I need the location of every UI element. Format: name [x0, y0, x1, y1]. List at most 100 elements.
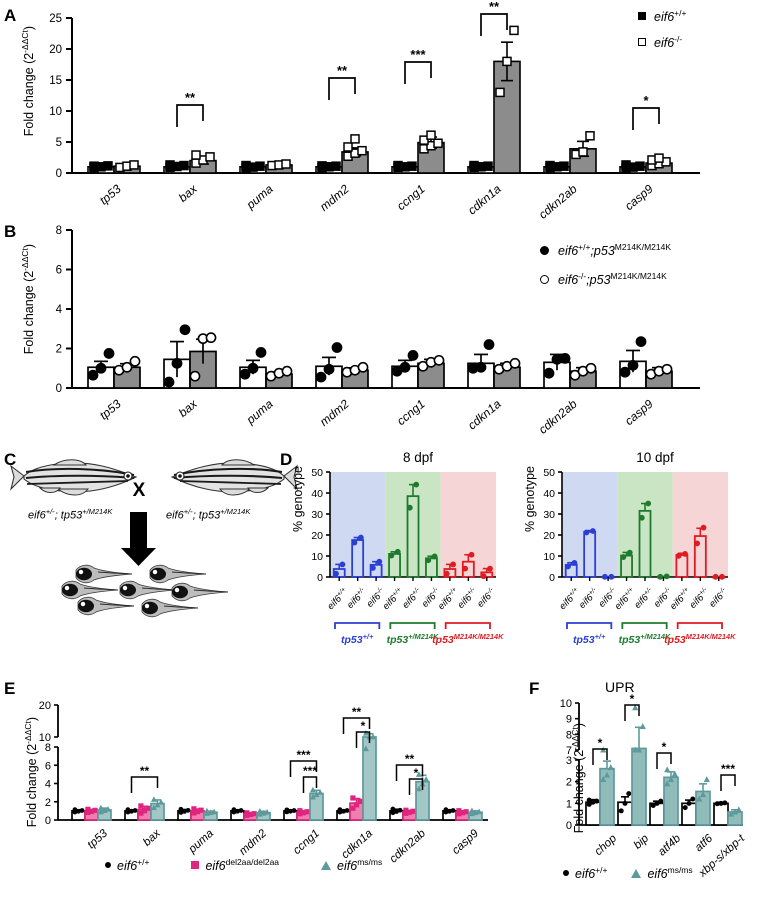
- panel-f: F UPR Fold change (2-ΔΔCt) 0 1 2 3 7 8 9 10 chop…: [505, 665, 761, 900]
- x-axis-label: bip: [632, 832, 652, 852]
- ylabel-text: Fold change (2: [22, 52, 37, 137]
- x-axis-label: eif6+/-: [687, 586, 712, 611]
- data-point: [635, 746, 643, 753]
- x-axis-label: eif6+/+: [557, 586, 583, 612]
- data-point: [323, 363, 335, 375]
- data-point: [397, 807, 403, 813]
- svg-text:eif6+/+: eif6+/+: [668, 586, 694, 612]
- data-point: [189, 370, 201, 382]
- data-point: [487, 565, 493, 572]
- x-axis-label: eif6+/+: [612, 586, 638, 612]
- x-axis-label: cdkn2ab: [536, 182, 580, 222]
- data-point: [205, 152, 215, 162]
- panel-d-title-0: 8 dpf: [402, 450, 434, 465]
- y-tick-label: 50: [543, 467, 555, 479]
- panel-e-legend-label-0: eif6+/+: [117, 857, 150, 874]
- x-axis-label: bax: [176, 181, 201, 205]
- x-axis-label: eif6-/-: [475, 586, 499, 610]
- data-point: [468, 807, 475, 814]
- svg-text:eif6+/+: eif6+/+: [612, 586, 638, 612]
- data-point: [191, 150, 201, 160]
- data-point: [671, 770, 678, 777]
- panel-a: A Fold change (2-ΔΔCt) 0 5 10 15 20 25 ** ** **…: [0, 0, 761, 222]
- panel-d-plot-0: 01020304050eif6+/+eif6+/-eif6-/-eif6+/+e…: [311, 467, 504, 646]
- data-point: [589, 528, 596, 534]
- data-point: [645, 500, 652, 507]
- data-point: [357, 361, 369, 373]
- x-axis-label: cdkn2ab: [388, 827, 429, 865]
- panel-a-letter: A: [4, 6, 17, 25]
- panel-d-chart-8dpf: 8 dpf % genotype 0 10 20 30 40 50 eif6+/+ eif6+…: [278, 440, 518, 665]
- x-axis-label: chop: [593, 832, 620, 858]
- y-tick-label: 8: [45, 742, 51, 754]
- data-point: [105, 806, 112, 812]
- open-circle-icon: [540, 274, 549, 284]
- panel-a-legend: eif6+/+ eif6-/-: [638, 8, 686, 50]
- data-point: [150, 796, 157, 802]
- data-point: [712, 573, 719, 580]
- data-point: [138, 810, 144, 816]
- y-tick-label: 25: [49, 13, 62, 25]
- panel-f-legend: eif6+/+ eif6ms/ms: [563, 865, 693, 881]
- data-point: [699, 791, 707, 798]
- data-point: [315, 371, 327, 383]
- legend-item-del2aa: eif6del2aa/del2aa: [191, 857, 279, 873]
- data-point: [571, 560, 578, 566]
- data-point: [433, 354, 445, 366]
- panel-b-plot: 0 2 4 6 8 tp53 bax puma mdm2 ccng1 cdkn1a cdkn2ab c…: [56, 225, 700, 437]
- data-point: [456, 811, 462, 817]
- dot-icon: [105, 862, 111, 869]
- y-tick-label: 6: [45, 760, 51, 772]
- data-point: [235, 808, 240, 814]
- x-axis-label: ccng1: [394, 182, 428, 213]
- data-point: [370, 565, 376, 571]
- data-point: [362, 745, 369, 752]
- data-point: [103, 161, 113, 171]
- x-axis-label: bax: [141, 827, 164, 849]
- data-point: [594, 798, 600, 804]
- group-bracket: [676, 622, 723, 629]
- x-axis-label: eif6+/-: [400, 586, 425, 611]
- data-point: [399, 361, 411, 373]
- data-point: [502, 56, 512, 67]
- data-point: [129, 355, 141, 367]
- bar: [713, 802, 729, 826]
- data-point: [483, 161, 493, 171]
- data-point: [731, 808, 739, 815]
- data-point: [390, 810, 396, 816]
- data-point: [284, 807, 290, 813]
- data-point: [406, 504, 413, 511]
- panel-c: C X: [0, 440, 299, 665]
- y-tick-label: 10: [39, 732, 51, 744]
- ylabel-exp: -ΔΔCt: [19, 30, 30, 53]
- data-point: [353, 802, 360, 808]
- data-point: [178, 806, 184, 812]
- data-point: [661, 363, 673, 375]
- data-point: [425, 557, 432, 564]
- significance-stars: *: [361, 719, 366, 733]
- y-tick-label: 10: [560, 698, 572, 710]
- group-label: tp53+/+: [573, 632, 606, 646]
- y-tick-label: 0: [56, 383, 62, 395]
- data-point: [413, 481, 420, 488]
- data-point: [600, 776, 607, 782]
- data-point: [247, 811, 254, 818]
- data-point: [390, 806, 396, 812]
- x-axis-label: mdm2: [237, 827, 269, 858]
- data-point: [509, 25, 519, 36]
- data-point: [288, 808, 293, 814]
- group-background: [330, 472, 386, 577]
- significance-stars: **: [337, 63, 348, 78]
- data-point: [603, 771, 611, 778]
- data-point: [686, 800, 692, 806]
- data-point: [419, 135, 429, 145]
- data-point: [696, 795, 703, 802]
- panel-d: D 8 dpf % genotype 0 10 20 30 40 50 eif6+/+ eif…: [278, 440, 761, 665]
- data-point: [415, 771, 422, 777]
- data-point: [663, 573, 670, 580]
- data-point: [431, 553, 438, 560]
- data-point: [586, 801, 592, 807]
- data-point: [590, 799, 596, 805]
- data-point: [443, 807, 449, 813]
- data-point: [76, 808, 81, 814]
